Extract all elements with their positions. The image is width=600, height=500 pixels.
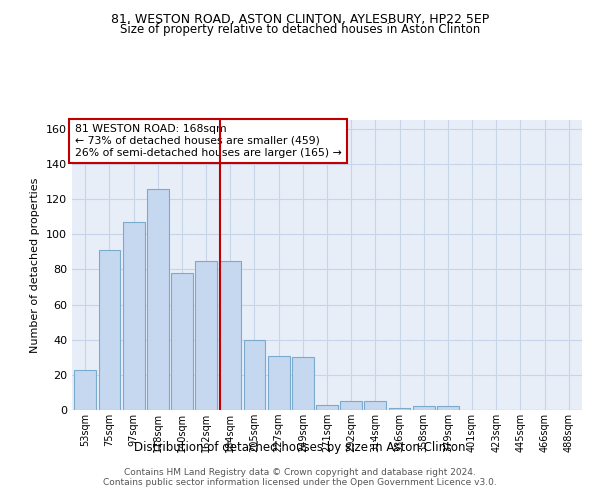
Bar [220,260,241,410]
Text: Contains HM Land Registry data © Crown copyright and database right 2024.: Contains HM Land Registry data © Crown c… [124,468,476,477]
Bar [171,273,193,410]
Text: Distribution of detached houses by size in Aston Clinton: Distribution of detached houses by size … [134,441,466,454]
Text: 81 WESTON ROAD: 168sqm
← 73% of detached houses are smaller (459)
26% of semi-de: 81 WESTON ROAD: 168sqm ← 73% of detached… [74,124,341,158]
Bar [340,401,362,410]
Bar [123,222,145,410]
Text: 81, WESTON ROAD, ASTON CLINTON, AYLESBURY, HP22 5EP: 81, WESTON ROAD, ASTON CLINTON, AYLESBUR… [111,12,489,26]
Bar [437,406,459,410]
Bar [292,358,314,410]
Bar [364,401,386,410]
Bar [98,250,121,410]
Text: Size of property relative to detached houses in Aston Clinton: Size of property relative to detached ho… [120,22,480,36]
Bar [389,408,410,410]
Y-axis label: Number of detached properties: Number of detached properties [31,178,40,352]
Bar [413,406,434,410]
Text: Contains public sector information licensed under the Open Government Licence v3: Contains public sector information licen… [103,478,497,487]
Bar [244,340,265,410]
Bar [195,260,217,410]
Bar [147,188,169,410]
Bar [316,404,338,410]
Bar [268,356,290,410]
Bar [74,370,96,410]
